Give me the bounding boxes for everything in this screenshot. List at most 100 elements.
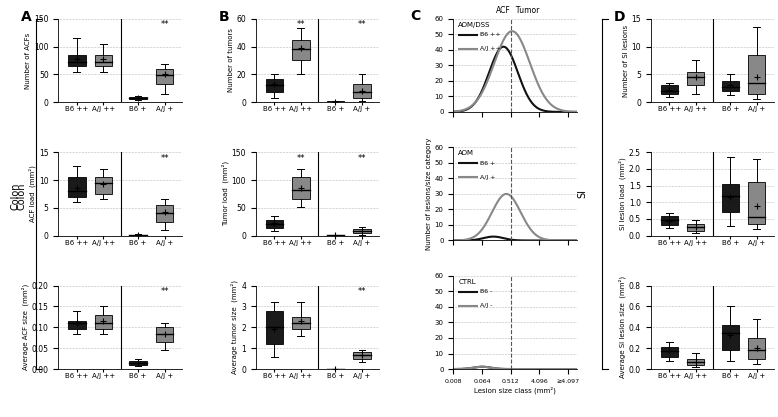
B6 + (449, 238, 458, 243)
Text: B: B (219, 10, 230, 25)
Bar (722, 184, 739, 212)
Bar (353, 229, 370, 234)
Line: B6 +: B6 + (454, 236, 583, 241)
Line: A/J +: A/J + (454, 194, 583, 241)
Y-axis label: Average SI lesion size  (mm²): Average SI lesion size (mm²) (619, 276, 626, 378)
Text: A/J +: A/J + (480, 175, 496, 180)
A/J - (560, 367, 569, 372)
A/J ++ (457, 108, 466, 113)
B6 ++ (547, 109, 556, 114)
Bar (293, 317, 310, 329)
Text: **: ** (296, 20, 305, 30)
Bar (353, 352, 370, 359)
A/J ++ (449, 109, 458, 114)
Bar (266, 311, 283, 344)
Text: D: D (614, 10, 626, 25)
Bar (68, 55, 86, 66)
Y-axis label: ACF load  (mm²): ACF load (mm²) (29, 166, 37, 222)
Y-axis label: Tumor load  (mm²): Tumor load (mm²) (221, 161, 229, 226)
Bar (156, 205, 173, 222)
A/J ++ (524, 56, 533, 61)
B6 + (560, 238, 569, 243)
Y-axis label: Average tumor size  (mm²): Average tumor size (mm²) (231, 280, 238, 374)
A/J ++ (560, 108, 569, 113)
A/J + (560, 238, 569, 243)
Y-axis label: Number of tumors: Number of tumors (227, 28, 233, 93)
Text: **: ** (358, 20, 366, 30)
A/J - (449, 367, 458, 372)
Text: AOM: AOM (458, 150, 474, 156)
A/J - (531, 367, 541, 372)
A/J + (531, 232, 541, 237)
B6 - (527, 367, 537, 372)
Text: SI: SI (577, 189, 587, 198)
Y-axis label: Number of SI lesions: Number of SI lesions (622, 25, 629, 96)
Text: **: ** (160, 154, 169, 163)
A/J ++ (527, 66, 537, 71)
Line: A/J -: A/J - (454, 367, 583, 369)
Y-axis label: Number of ACFs: Number of ACFs (26, 33, 31, 88)
B6 ++ (524, 95, 533, 100)
Bar (687, 359, 704, 365)
Bar (722, 81, 739, 91)
B6 + (524, 238, 533, 243)
Bar (687, 72, 704, 85)
B6 ++ (531, 104, 541, 109)
Bar (293, 177, 310, 199)
B6 + (457, 238, 466, 243)
Bar (661, 85, 678, 94)
Bar (266, 220, 283, 228)
A/J ++ (578, 109, 587, 114)
B6 - (547, 367, 556, 372)
Bar (95, 55, 112, 66)
B6 - (457, 367, 466, 372)
A/J + (457, 238, 466, 243)
A/J - (547, 367, 556, 372)
Bar (293, 40, 310, 60)
Line: B6 ++: B6 ++ (454, 47, 583, 112)
Text: A/J ++: A/J ++ (480, 46, 501, 51)
A/J ++ (531, 76, 541, 81)
B6 + (531, 238, 541, 243)
B6 ++ (499, 44, 508, 49)
B6 ++ (449, 109, 458, 114)
A/J - (578, 367, 587, 372)
A/J + (547, 238, 556, 243)
A/J - (457, 367, 466, 372)
X-axis label: Lesion size class (mm²): Lesion size class (mm²) (474, 387, 556, 394)
Bar (722, 325, 739, 350)
Text: CTRL: CTRL (458, 279, 476, 285)
B6 ++ (457, 108, 466, 113)
Text: B6 -: B6 - (480, 289, 492, 294)
Text: ACF: ACF (496, 6, 510, 15)
Bar (156, 69, 173, 84)
Bar (748, 182, 766, 224)
Bar (687, 224, 704, 231)
Text: B6 +: B6 + (480, 161, 496, 166)
B6 - (531, 367, 541, 372)
Text: Colon: Colon (16, 182, 26, 210)
Text: A/J -: A/J - (480, 303, 493, 308)
A/J + (578, 238, 587, 243)
Text: Colon: Colon (11, 182, 20, 210)
Bar (353, 84, 370, 98)
A/J - (527, 367, 537, 372)
A/J + (527, 229, 537, 234)
Text: A: A (21, 10, 32, 25)
A/J + (449, 238, 458, 243)
Bar (129, 361, 146, 365)
B6 ++ (527, 100, 537, 105)
Bar (748, 338, 766, 359)
Text: **: ** (358, 154, 366, 163)
Text: C: C (410, 10, 420, 23)
Line: B6 -: B6 - (454, 367, 583, 369)
A/J ++ (547, 102, 556, 107)
B6 - (478, 364, 487, 369)
Bar (68, 177, 86, 197)
A/J ++ (507, 29, 517, 34)
Bar (327, 101, 344, 102)
Text: B6 ++: B6 ++ (480, 32, 501, 37)
B6 ++ (560, 109, 569, 114)
Bar (156, 327, 173, 342)
Text: AOM/DSS: AOM/DSS (458, 22, 491, 28)
